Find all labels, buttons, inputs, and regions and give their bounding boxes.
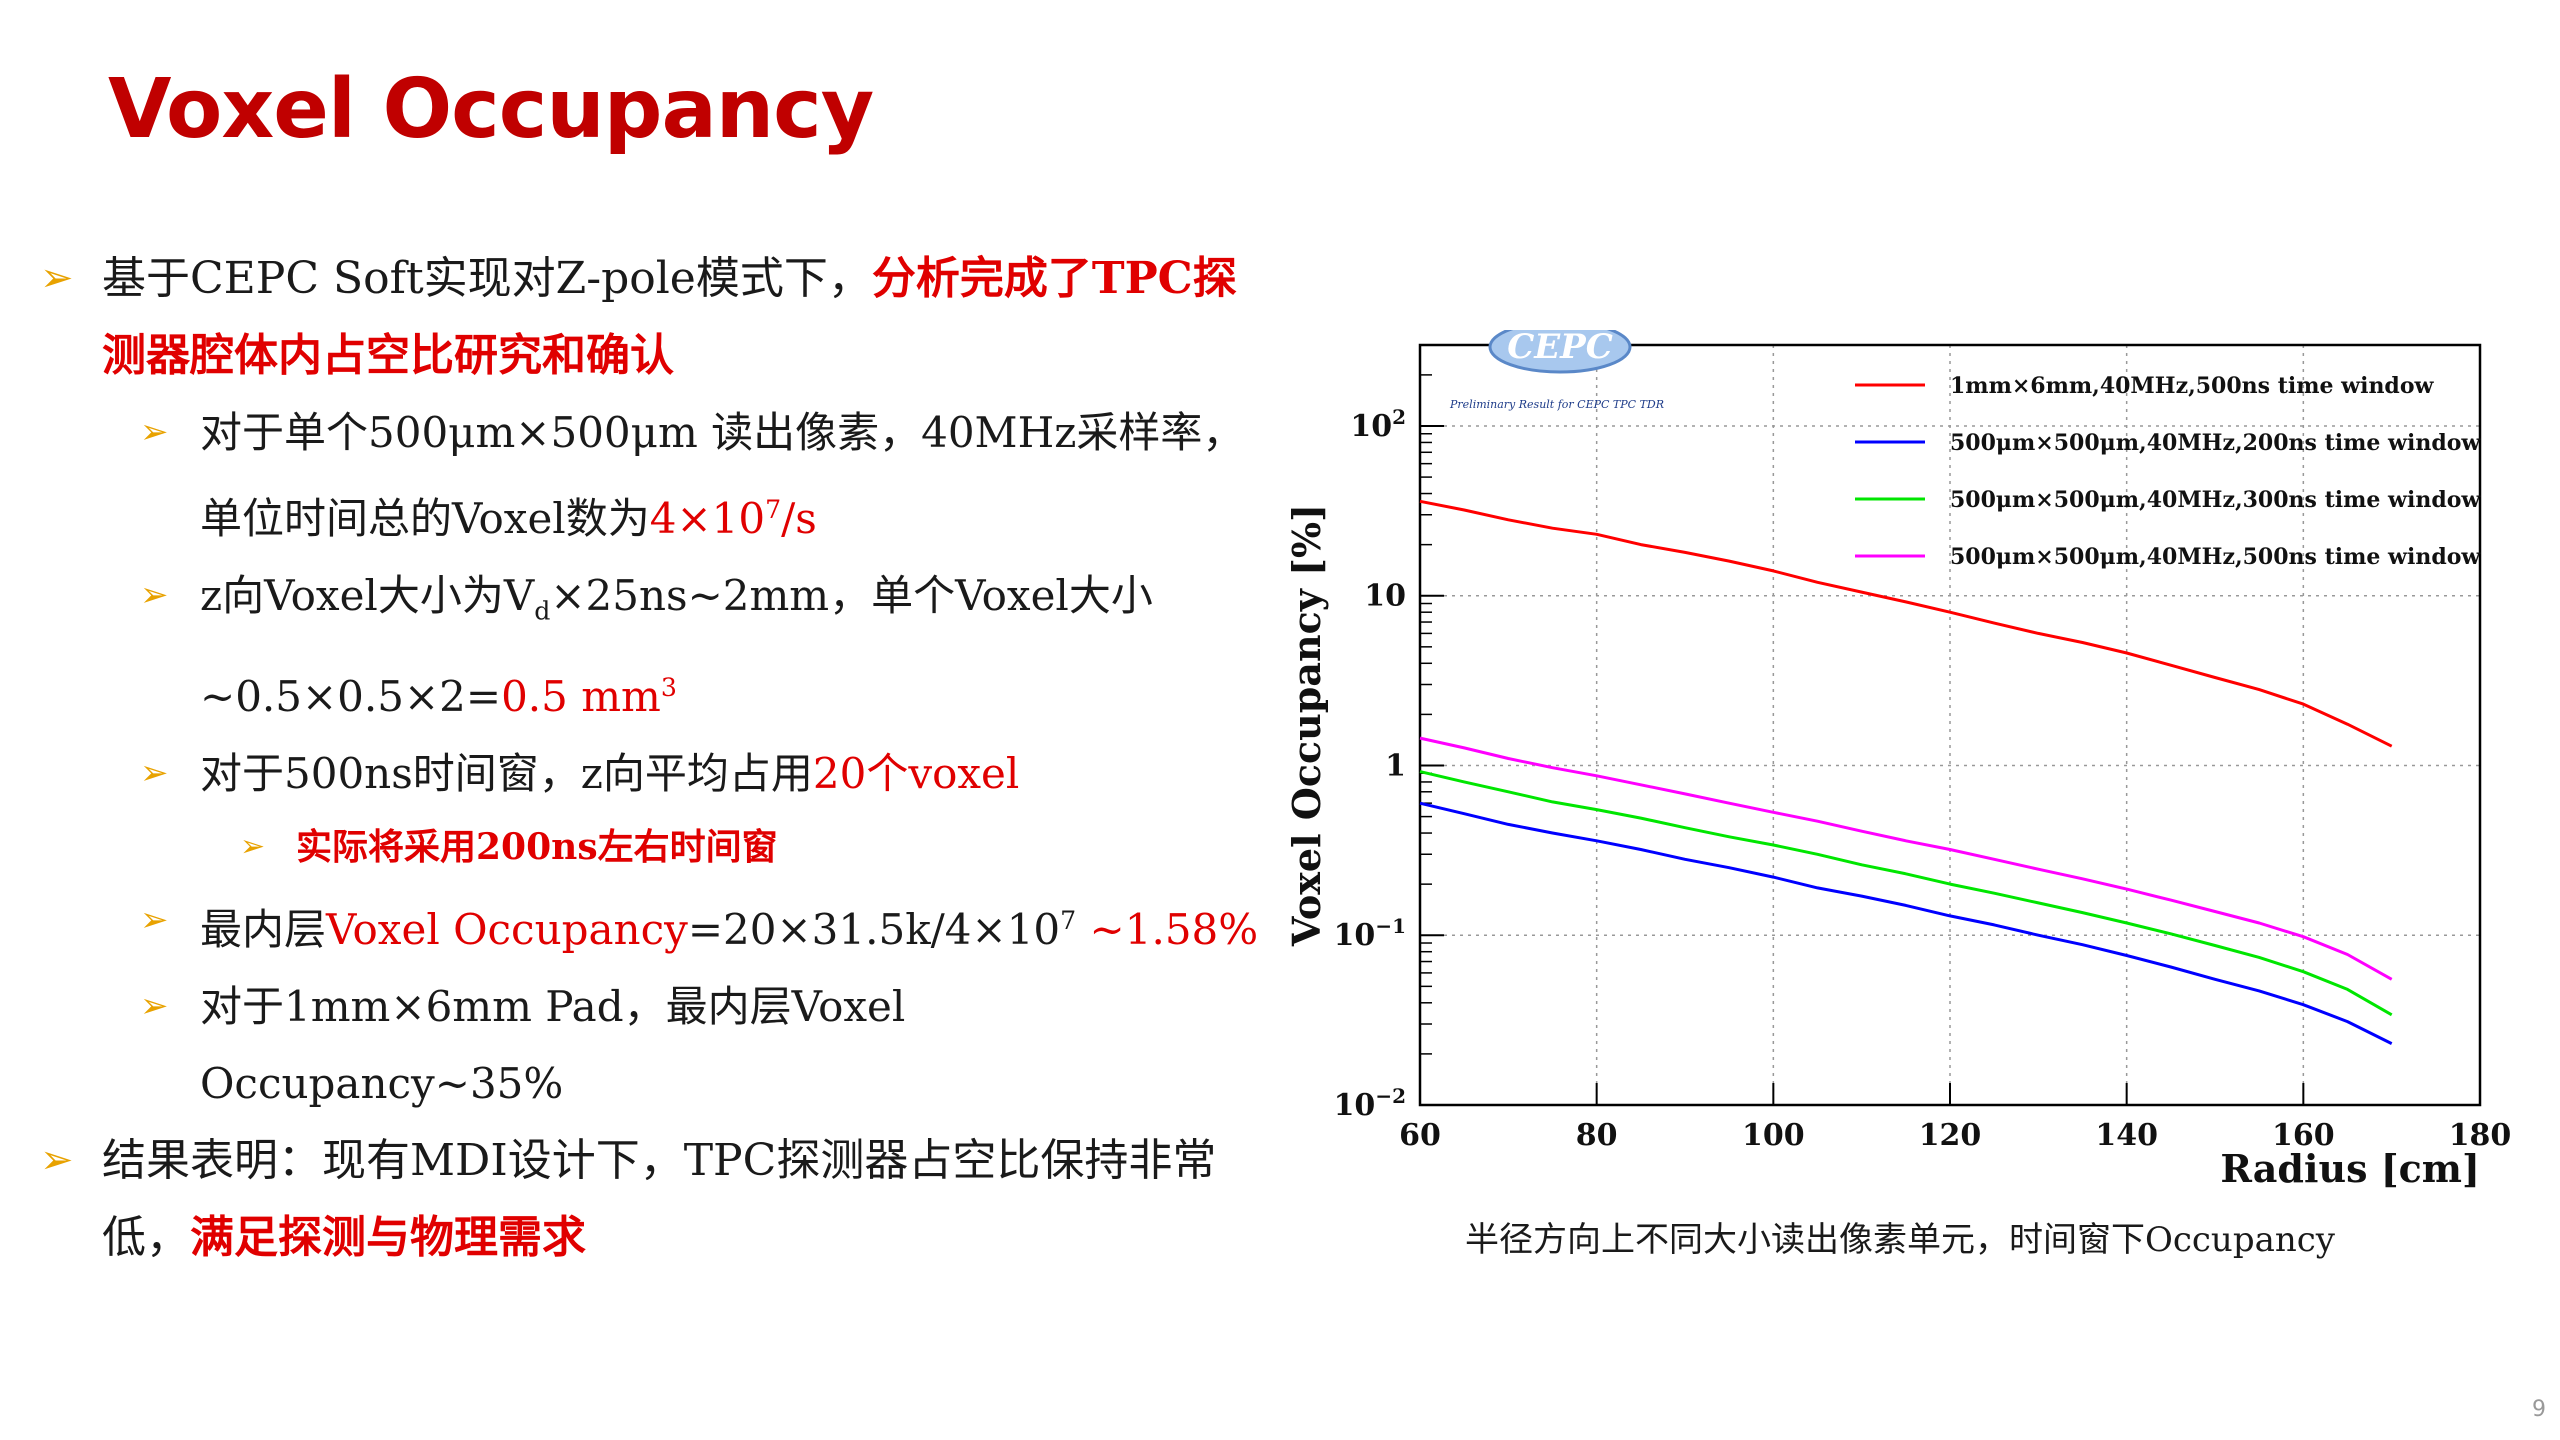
bullet-1-text: 基于CEPC Soft实现对Z-pole模式下， <box>102 253 872 304</box>
cepc-logo-note: Preliminary Result for CEPC TPC TDR <box>1449 398 1664 411</box>
x-tick-label: 120 <box>1919 1118 1982 1153</box>
bullet-2: ➢ 对于单个500μm×500μm 读出像素，40MHz采样率，单位时间总的Vo… <box>40 394 1270 557</box>
bullet-5-highlight-1: Voxel Occupancy <box>326 905 688 955</box>
occupancy-chart: 60 80 100 120 140 160 180 10−2 10−1 1 10 102 1mm×6m… <box>1284 330 2512 1191</box>
x-tick-label: 80 <box>1576 1118 1618 1153</box>
x-tick-label: 140 <box>2095 1118 2158 1153</box>
page-number: 9 <box>2532 1397 2546 1422</box>
bullet-1: ➢ 基于CEPC Soft实现对Z-pole模式下，分析完成了TPC探测器腔体内… <box>40 240 1270 394</box>
bullet-2-text: 对于单个500μm×500μm 读出像素，40MHz采样率，单位时间总的Voxe… <box>200 408 1245 543</box>
cepc-logo-text: CEPC <box>1507 330 1613 367</box>
bullet-arrow-icon: ➢ <box>140 575 169 615</box>
chart-legend: 1mm×6mm,40MHz,500ns time window 500μm×500… <box>1855 373 2481 570</box>
slide-title: Voxel Occupancy <box>108 62 874 157</box>
chart-ticks: 60 80 100 120 140 160 180 10−2 10−1 1 10 102 <box>1334 374 2512 1153</box>
bullet-1-highlight: 分析完成了TPC探测器腔体内占空比研究和确认 <box>102 253 1237 381</box>
legend-label: 500μm×500μm,40MHz,300ns time window <box>1950 487 2481 513</box>
bullet-4-text: 对于500ns时间窗，z向平均占用 <box>200 749 813 799</box>
legend-label: 500μm×500μm,40MHz,500ns time window <box>1950 544 2481 570</box>
bullet-4: ➢ 对于500ns时间窗，z向平均占用20个voxel <box>40 735 1270 812</box>
bullet-4-highlight: 20个voxel <box>812 749 1020 799</box>
bullet-5: ➢ 最内层Voxel Occupancy=20×31.5k/4×107 ~1.5… <box>40 882 1270 968</box>
bullet-arrow-icon: ➢ <box>240 829 266 865</box>
series-line-1 <box>1419 499 2393 748</box>
series-line-3 <box>1419 770 2393 1017</box>
y-axis-label: Voxel Occupancy [%] <box>1284 504 1329 947</box>
bullet-5-text: 最内层 <box>200 905 327 955</box>
bullet-6-text: 对于1mm×6mm Pad，最内层Voxel Occupancy~35% <box>200 982 906 1109</box>
chart-caption: 半径方向上不同大小读出像素单元，时间窗下Occupancy <box>1464 1220 2336 1260</box>
bullet-4a: ➢ 实际将采用200ns左右时间窗 <box>40 812 1270 882</box>
bullet-6: ➢ 对于1mm×6mm Pad，最内层Voxel Occupancy~35% <box>40 968 1270 1122</box>
y-tick-label: 102 <box>1350 405 1406 444</box>
chart-series <box>1419 499 2393 1045</box>
series-line-2 <box>1419 801 2393 1045</box>
bullet-3: ➢ z向Voxel大小为Vd×25ns~2mm，单个Voxel大小~0.5×0.… <box>40 557 1270 735</box>
cepc-logo: CEPC Preliminary Result for CEPC TPC TDR <box>1449 330 1664 411</box>
bullet-7-highlight: 满足探测与物理需求 <box>190 1212 586 1264</box>
bullet-7: ➢ 结果表明：现有MDI设计下，TPC探测器占空比保持非常低，满足探测与物理需求 <box>40 1122 1270 1276</box>
y-tick-label: 1 <box>1385 748 1406 783</box>
bullet-arrow-icon: ➢ <box>140 412 169 452</box>
bullet-7-text: 结果表明：现有MDI设计下，TPC探测器占空比保持非常低， <box>102 1135 1217 1264</box>
y-tick-label: 10−2 <box>1334 1084 1406 1123</box>
x-tick-label: 160 <box>2272 1118 2335 1153</box>
x-tick-label: 100 <box>1742 1118 1805 1153</box>
bullet-list: ➢ 基于CEPC Soft实现对Z-pole模式下，分析完成了TPC探测器腔体内… <box>40 240 1270 1276</box>
bullet-arrow-icon: ➢ <box>140 986 169 1027</box>
bullet-5-formula: =20×31.5k/4×107 <box>687 905 1077 955</box>
x-axis-label: Radius [cm] <box>2220 1146 2480 1191</box>
y-tick-label: 10−1 <box>1334 914 1406 953</box>
legend-label: 500μm×500μm,40MHz,200ns time window <box>1950 430 2481 456</box>
chart-grid <box>1420 345 2480 1105</box>
y-tick-label: 10 <box>1364 579 1406 614</box>
bullet-arrow-icon: ➢ <box>140 900 169 941</box>
bullet-3-highlight: 0.5 mm3 <box>501 672 677 722</box>
bullet-arrow-icon: ➢ <box>140 753 169 794</box>
x-tick-label: 60 <box>1399 1118 1441 1153</box>
bullet-arrow-icon: ➢ <box>40 1137 74 1184</box>
bullet-4a-text: 实际将采用200ns左右时间窗 <box>296 826 778 869</box>
bullet-5-highlight-2: ~1.58% <box>1076 905 1259 955</box>
bullet-arrow-icon: ➢ <box>40 255 74 301</box>
bullet-3-text: z向Voxel大小为Vd×25ns~2mm，单个Voxel大小~0.5×0.5×… <box>200 571 1153 722</box>
legend-label: 1mm×6mm,40MHz,500ns time window <box>1950 373 2434 399</box>
series-line-4 <box>1419 736 2393 981</box>
x-tick-label: 180 <box>2449 1118 2512 1153</box>
bullet-2-highlight: 4×107/s <box>649 494 817 543</box>
